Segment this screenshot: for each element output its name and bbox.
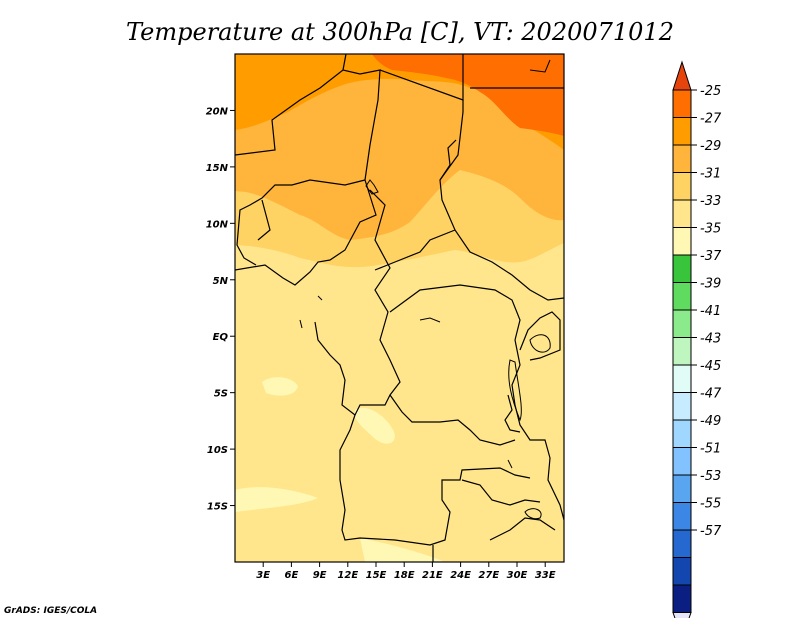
x-tick-label: 27E [478, 570, 499, 581]
colorbar-bottom-triangle [672, 612, 692, 618]
x-tick-label: 6E [285, 570, 299, 581]
colorbar-swatch [672, 172, 692, 201]
map-outlines [235, 54, 564, 562]
colorbar-swatch [672, 199, 692, 228]
x-tick-label: 21E [422, 570, 443, 581]
colorbar-label: -25 [700, 84, 721, 99]
x-tick-label: 33E [535, 570, 556, 581]
x-tick-label: 18E [394, 570, 415, 581]
colorbar-swatch [672, 254, 692, 283]
x-tick-label: 9E [313, 570, 327, 581]
colorbar-swatch [672, 584, 692, 613]
colorbar-label: -35 [700, 222, 721, 237]
colorbar-swatch [672, 474, 692, 503]
colorbar-label: -57 [700, 524, 722, 539]
credit-text: GrADS: IGES/COLA [4, 606, 97, 616]
x-tick-label: 15E [366, 570, 387, 581]
field-warmest [372, 54, 564, 136]
colorbar-label: -55 [700, 497, 721, 512]
y-tick-label: EQ [213, 332, 229, 343]
colorbar-swatch [672, 447, 692, 476]
colorbar-label: -53 [700, 469, 721, 484]
colorbar-swatch [672, 282, 692, 311]
y-tick-label: 20N [206, 106, 229, 117]
colorbar-swatch [672, 337, 692, 366]
colorbar-swatch [672, 419, 692, 448]
y-tick-label: 5N [213, 276, 229, 287]
y-axis: 20N 15N 10N 5N EQ 5S 10S 15S [206, 106, 235, 513]
colorbar-label: -43 [700, 332, 721, 347]
colorbar-label: -33 [700, 194, 721, 209]
x-tick-label: 30E [507, 570, 528, 581]
colorbar-label: -45 [700, 359, 721, 374]
y-tick-label: 10N [206, 219, 229, 230]
colorbar-swatch [672, 144, 692, 173]
colorbar-swatch [672, 309, 692, 338]
colorbar-swatch [672, 529, 692, 558]
map-frame [234, 53, 565, 563]
y-tick-label: 15N [206, 163, 229, 174]
colorbar-label: -51 [700, 442, 721, 457]
colorbar-swatch [672, 227, 692, 256]
map-panel [235, 54, 564, 562]
colorbar-swatch [672, 89, 692, 118]
colorbar: -25 -27 -29 -31 -33 -35 -37 -39 -41 -43 -45 -47 -49 -… [672, 60, 722, 618]
colorbar-label: -29 [700, 139, 721, 154]
y-tick-label: 15S [207, 502, 228, 513]
x-axis: 3E 6E 9E 12E 15E 18E 21E 24E 27E 30E 33E [256, 562, 556, 581]
colorbar-swatch [672, 502, 692, 531]
field-35-33-patch [235, 487, 318, 512]
colorbar-swatch [672, 557, 692, 586]
field-35-33-patch [360, 538, 445, 562]
colorbar-top-triangle [672, 60, 692, 91]
colorbar-label: -39 [700, 277, 721, 292]
colorbar-swatch [672, 392, 692, 421]
x-tick-label: 3E [256, 570, 270, 581]
colorbar-label: -49 [700, 414, 721, 429]
x-tick-label: 12E [337, 570, 358, 581]
x-tick-label: 24E [450, 570, 471, 581]
colorbar-swatch [672, 117, 692, 146]
colorbar-swatch [672, 364, 692, 393]
colorbar-label: -31 [700, 167, 721, 182]
y-tick-label: 5S [214, 389, 228, 400]
field-29-27 [235, 54, 564, 240]
y-tick-label: 10S [207, 445, 228, 456]
colorbar-label: -27 [700, 112, 722, 127]
lake-outlines [299, 59, 551, 520]
field-35-33-patch [354, 407, 395, 444]
colorbar-label: -37 [700, 249, 722, 264]
colorbar-label: -41 [700, 304, 721, 319]
field-35-33-patch [262, 377, 298, 396]
chart-title: Temperature at 300hPa [C], VT: 202007101… [126, 18, 674, 46]
colorbar-label: -47 [700, 387, 722, 402]
